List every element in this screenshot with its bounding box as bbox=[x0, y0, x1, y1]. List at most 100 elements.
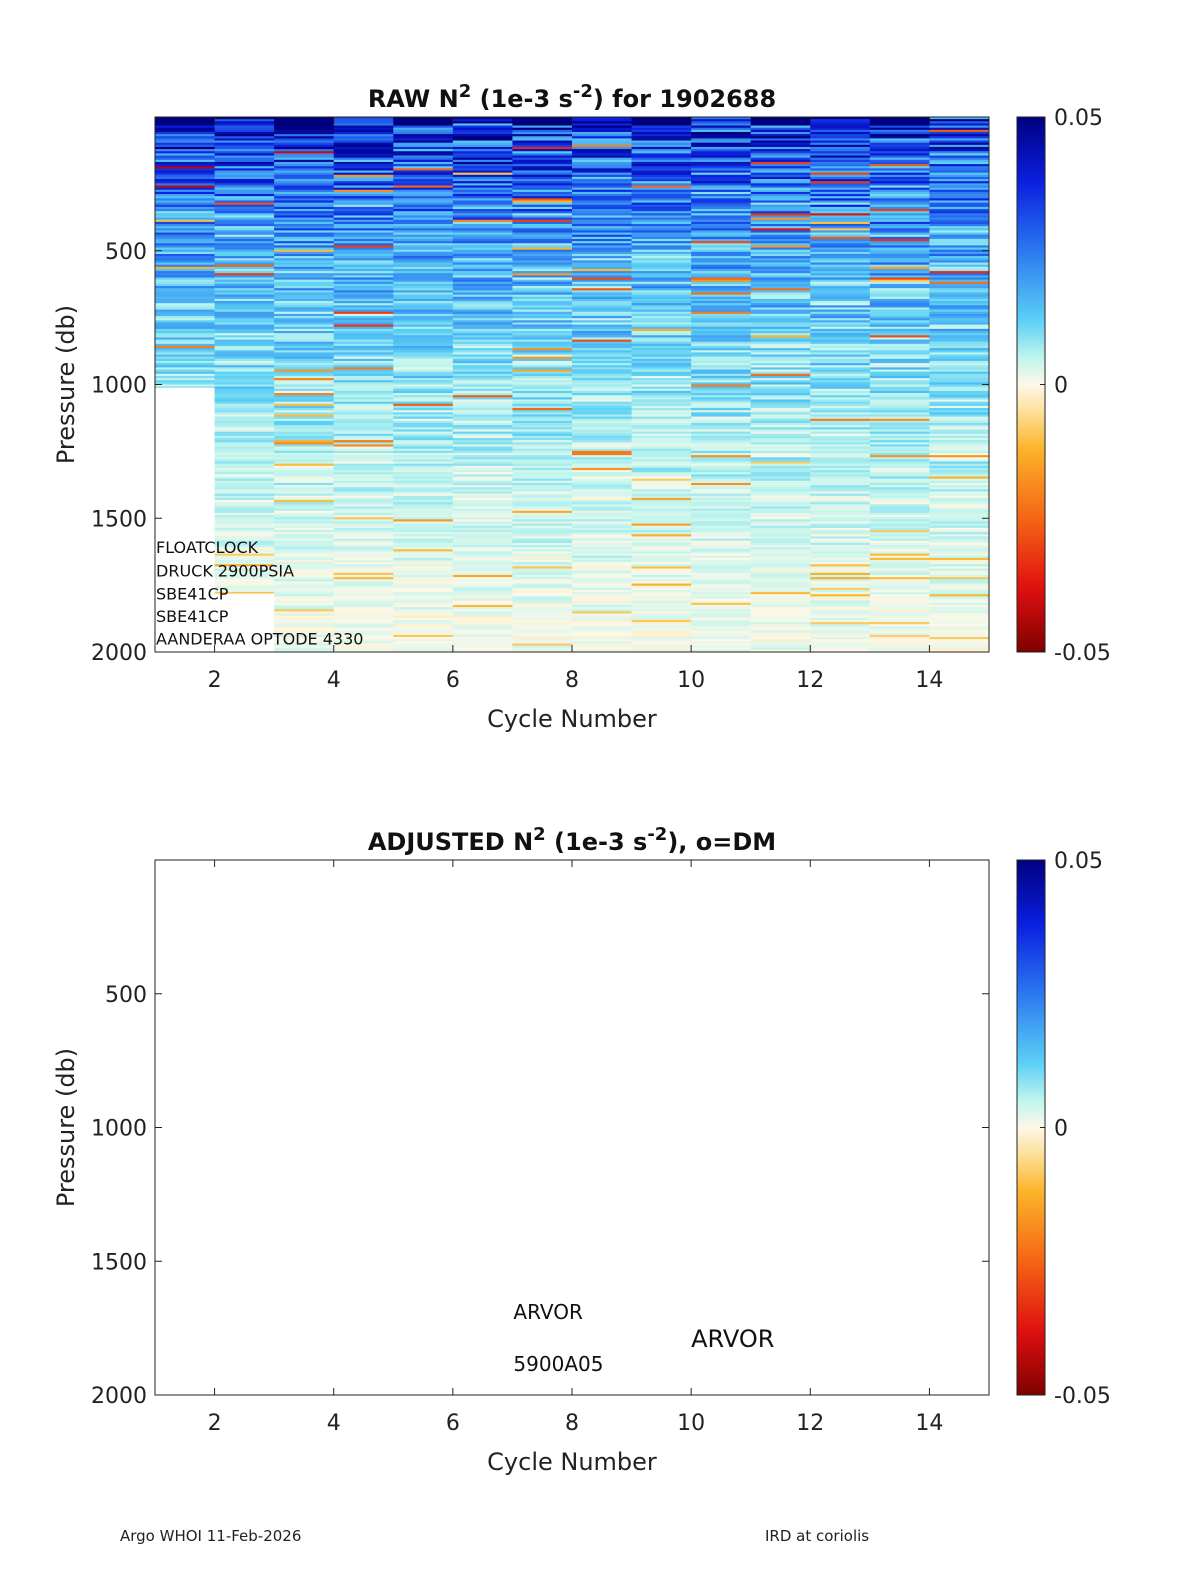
heatmap-cell bbox=[452, 125, 513, 129]
heatmap-cell bbox=[452, 617, 513, 621]
heatmap-cell bbox=[452, 510, 513, 514]
heatmap-cell bbox=[512, 157, 573, 161]
heatmap-cell bbox=[750, 331, 811, 334]
heatmap-cell bbox=[750, 418, 811, 422]
heatmap-cell bbox=[750, 365, 811, 368]
heatmap-cell bbox=[929, 452, 989, 456]
heatmap-cell bbox=[691, 405, 752, 409]
heatmap-cell bbox=[214, 416, 275, 420]
heatmap-cell bbox=[155, 172, 215, 176]
heatmap-cell bbox=[631, 480, 692, 484]
heatmap-cell bbox=[929, 414, 989, 417]
heatmap-cell bbox=[452, 566, 513, 569]
heatmap-cell bbox=[452, 117, 513, 120]
heatmap-cell bbox=[452, 298, 513, 302]
heatmap-cell bbox=[452, 574, 513, 578]
heatmap-cell bbox=[155, 350, 215, 353]
heatmap-cell bbox=[452, 508, 513, 512]
heatmap-cell bbox=[214, 545, 275, 548]
heatmap-cell bbox=[274, 433, 335, 437]
heatmap-cell bbox=[631, 380, 692, 383]
heatmap-cell bbox=[810, 245, 871, 248]
heatmap-cell bbox=[572, 527, 632, 531]
heatmap-cell bbox=[333, 384, 394, 388]
heatmap-cell bbox=[214, 292, 275, 296]
heatmap-cell bbox=[452, 136, 513, 139]
heatmap-cell bbox=[750, 356, 811, 360]
heatmap-cell bbox=[691, 624, 752, 627]
heatmap-cell bbox=[393, 461, 454, 465]
heatmap-cell bbox=[274, 279, 335, 283]
heatmap-cell bbox=[929, 405, 989, 409]
heatmap-cell bbox=[572, 420, 632, 424]
heatmap-cell bbox=[512, 405, 573, 409]
heatmap-cell bbox=[274, 277, 335, 281]
heatmap-cell bbox=[274, 412, 335, 415]
heatmap-cell bbox=[572, 211, 632, 214]
heatmap-cell bbox=[929, 515, 989, 518]
heatmap-cell bbox=[572, 258, 632, 261]
heatmap-cell bbox=[631, 497, 692, 501]
heatmap-cell bbox=[750, 335, 811, 338]
heatmap-cell bbox=[214, 455, 275, 458]
heatmap-cell bbox=[691, 345, 752, 349]
heatmap-cell bbox=[393, 564, 454, 567]
heatmap-cell bbox=[929, 146, 989, 150]
heatmap-cell bbox=[512, 266, 573, 270]
heatmap-cell bbox=[929, 294, 989, 298]
heatmap-cell bbox=[155, 234, 215, 238]
heatmap-cell bbox=[929, 431, 989, 435]
heatmap-cell bbox=[333, 140, 394, 144]
heatmap-cell bbox=[572, 574, 632, 578]
heatmap-cell bbox=[691, 251, 752, 255]
heatmap-cell bbox=[512, 348, 573, 351]
heatmap-cell bbox=[810, 168, 871, 171]
heatmap-cell bbox=[929, 117, 989, 120]
heatmap-cell bbox=[631, 632, 692, 636]
heatmap-cell bbox=[512, 155, 573, 159]
heatmap-cell bbox=[393, 538, 454, 542]
heatmap-cell bbox=[393, 157, 454, 161]
heatmap-cell bbox=[750, 414, 811, 417]
heatmap-cell bbox=[274, 504, 335, 507]
heatmap-cell bbox=[572, 589, 632, 593]
heatmap-cell bbox=[572, 345, 632, 349]
heatmap-cell bbox=[214, 450, 275, 454]
heatmap-cell bbox=[750, 517, 811, 520]
heatmap-cell bbox=[810, 234, 871, 238]
heatmap-cell bbox=[155, 164, 215, 167]
heatmap-cell bbox=[691, 138, 752, 141]
heatmap-cell bbox=[929, 639, 989, 642]
heatmap-cell bbox=[869, 224, 930, 227]
heatmap-cell bbox=[869, 281, 930, 285]
heatmap-cell bbox=[512, 607, 573, 610]
heatmap-cell bbox=[691, 607, 752, 610]
heatmap-cell bbox=[452, 256, 513, 259]
heatmap-cell bbox=[572, 557, 632, 561]
heatmap-cell bbox=[512, 189, 573, 193]
heatmap-cell bbox=[512, 619, 573, 623]
heatmap-cell bbox=[274, 506, 335, 510]
heatmap-cell bbox=[869, 172, 930, 176]
heatmap-cell bbox=[572, 628, 632, 631]
heatmap-cell bbox=[691, 401, 752, 405]
heatmap-cell bbox=[512, 480, 573, 484]
heatmap-cell bbox=[572, 626, 632, 629]
heatmap-cell bbox=[393, 153, 454, 156]
heatmap-cell bbox=[452, 232, 513, 236]
heatmap-cell bbox=[631, 352, 692, 355]
heatmap-cell bbox=[929, 637, 989, 640]
heatmap-cell bbox=[631, 626, 692, 629]
heatmap-cell bbox=[274, 572, 335, 576]
heatmap-cell bbox=[929, 138, 989, 141]
heatmap-cell bbox=[750, 253, 811, 257]
heatmap-cell bbox=[452, 410, 513, 413]
heatmap-cell bbox=[750, 587, 811, 591]
heatmap-cell bbox=[750, 615, 811, 619]
heatmap-cell bbox=[750, 491, 811, 495]
heatmap-cell bbox=[452, 519, 513, 522]
heatmap-cell bbox=[214, 288, 275, 291]
heatmap-cell bbox=[452, 583, 513, 587]
heatmap-cell bbox=[333, 587, 394, 591]
heatmap-cell bbox=[631, 251, 692, 255]
